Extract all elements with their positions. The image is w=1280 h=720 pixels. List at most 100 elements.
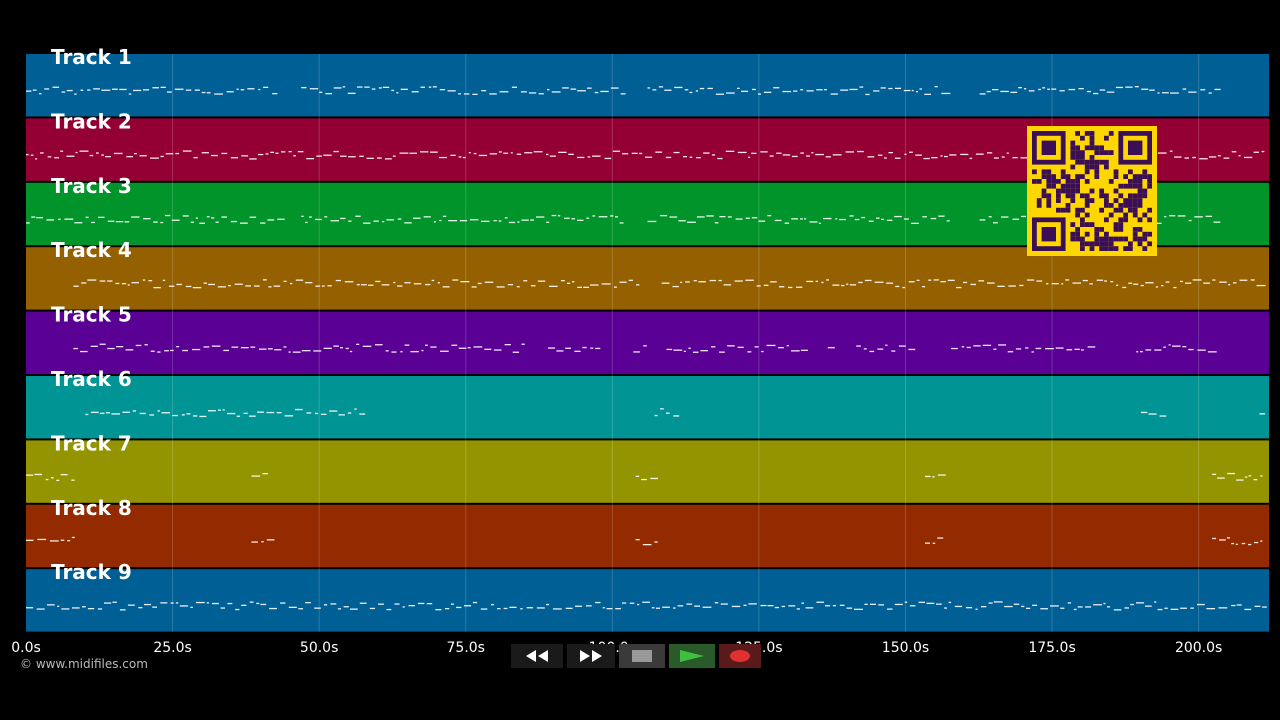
note — [431, 279, 435, 282]
note — [536, 216, 545, 218]
track-lane — [26, 311, 1269, 374]
note — [806, 90, 814, 92]
note — [752, 88, 756, 91]
note — [366, 157, 374, 159]
note — [666, 412, 670, 414]
note — [662, 606, 670, 608]
note — [619, 222, 624, 224]
note — [425, 344, 428, 346]
note — [1248, 543, 1252, 546]
note — [811, 152, 814, 154]
note — [93, 88, 100, 90]
note — [99, 343, 106, 345]
note — [444, 608, 450, 610]
note — [651, 607, 655, 609]
note — [1050, 605, 1059, 607]
note — [211, 345, 221, 347]
record-icon — [730, 650, 750, 662]
stop-button[interactable] — [619, 644, 665, 668]
note — [144, 344, 148, 346]
note — [1004, 605, 1013, 608]
note — [1244, 156, 1253, 159]
note — [404, 282, 411, 284]
note — [997, 285, 1005, 287]
note — [748, 156, 751, 158]
note — [297, 151, 304, 153]
note — [637, 603, 640, 606]
note — [1001, 216, 1009, 218]
note — [895, 285, 900, 288]
note — [1192, 156, 1196, 159]
note — [40, 152, 44, 154]
note — [988, 602, 993, 604]
note — [517, 221, 520, 223]
note — [723, 284, 732, 286]
note — [911, 89, 914, 92]
note — [932, 476, 935, 478]
note — [1226, 537, 1230, 539]
note — [826, 279, 829, 281]
play-button[interactable] — [669, 644, 715, 668]
note — [471, 286, 477, 288]
note — [987, 152, 993, 154]
note — [190, 606, 193, 608]
note — [592, 155, 601, 157]
note — [832, 605, 836, 607]
note — [1165, 281, 1170, 283]
note — [1021, 215, 1026, 218]
note — [786, 345, 789, 347]
note — [26, 474, 34, 476]
note — [47, 604, 55, 606]
note — [693, 280, 697, 282]
note — [266, 411, 275, 414]
note — [933, 279, 939, 281]
note — [629, 602, 635, 604]
note — [1001, 156, 1005, 158]
rewind-icon — [526, 650, 548, 662]
note — [439, 219, 442, 222]
note — [595, 347, 601, 350]
note — [36, 217, 43, 219]
note — [725, 150, 735, 152]
note — [71, 479, 75, 481]
note — [652, 89, 657, 91]
note — [323, 604, 328, 606]
note — [1254, 605, 1261, 607]
note — [916, 91, 918, 93]
fast-forward-button[interactable] — [567, 644, 615, 668]
note — [396, 92, 399, 94]
note — [1169, 215, 1176, 217]
note — [577, 219, 584, 221]
note — [1093, 92, 1099, 95]
note — [1154, 349, 1162, 351]
note — [919, 88, 922, 90]
note — [1244, 476, 1248, 478]
note — [763, 91, 772, 93]
note — [677, 605, 684, 607]
note — [858, 281, 863, 284]
note — [1180, 607, 1187, 609]
note — [234, 283, 243, 285]
note — [293, 155, 296, 157]
note — [868, 220, 874, 222]
note — [642, 601, 650, 603]
note — [1051, 283, 1059, 285]
qr-code-icon[interactable] — [1027, 126, 1157, 256]
track-lane — [26, 247, 1269, 310]
note — [1068, 88, 1076, 91]
rewind-button[interactable] — [511, 644, 563, 668]
record-button[interactable] — [719, 644, 761, 668]
note — [112, 601, 117, 603]
note — [262, 473, 268, 475]
note — [660, 408, 664, 410]
time-tick-label: 200.0s — [1175, 640, 1222, 656]
note — [301, 87, 307, 89]
note — [612, 150, 621, 152]
note — [182, 349, 188, 352]
note — [1190, 607, 1194, 609]
note — [450, 154, 456, 156]
note — [641, 478, 647, 481]
time-tick-label: 75.0s — [447, 640, 485, 656]
note — [364, 86, 370, 88]
note — [915, 154, 922, 156]
